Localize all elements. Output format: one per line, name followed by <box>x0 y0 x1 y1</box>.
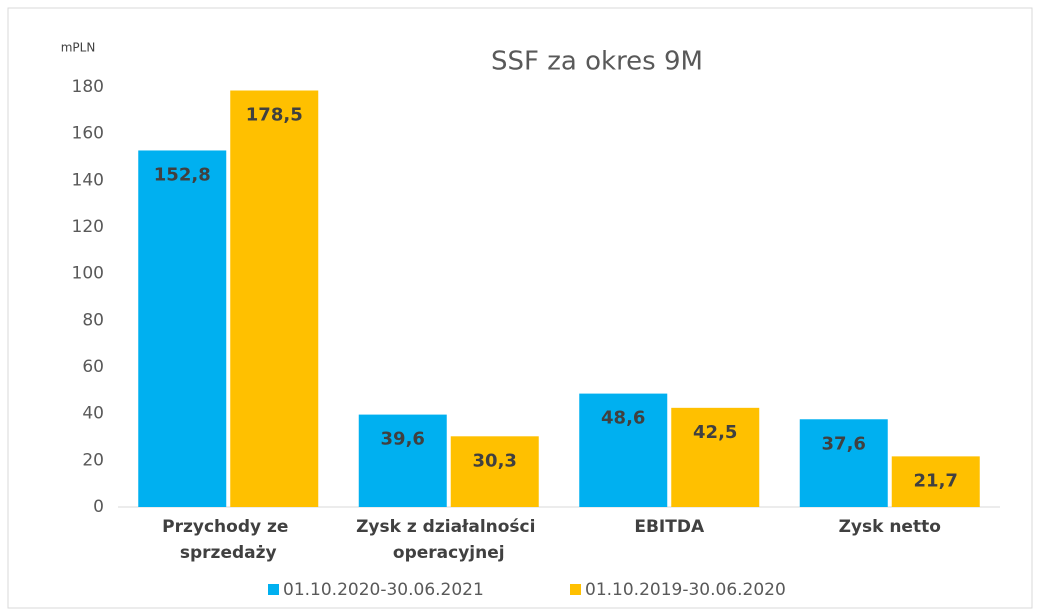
bar <box>138 150 227 507</box>
bar <box>230 90 319 507</box>
bar <box>891 456 980 507</box>
data-label: 30,3 <box>473 450 517 471</box>
y-tick-label: 60 <box>82 357 104 377</box>
y-tick-label: 160 <box>72 124 104 144</box>
data-label: 152,8 <box>154 164 211 185</box>
bar <box>358 414 447 507</box>
y-tick-label: 120 <box>72 217 104 237</box>
chart-title: SSF za okres 9M <box>491 47 703 77</box>
bar <box>579 393 668 507</box>
data-label: 21,7 <box>914 470 958 491</box>
data-label: 48,6 <box>601 408 645 429</box>
data-label: 178,5 <box>246 105 303 126</box>
y-tick-label: 180 <box>72 77 104 97</box>
data-label: 37,6 <box>822 433 866 454</box>
legend-label: 01.10.2019-30.06.2020 <box>585 580 786 600</box>
legend-label: 01.10.2020-30.06.2021 <box>283 580 484 600</box>
bar <box>450 436 539 507</box>
legend-swatch <box>570 584 581 595</box>
x-tick-label: Zysk netto <box>839 517 941 537</box>
y-tick-label: 20 <box>82 450 104 470</box>
data-label: 42,5 <box>693 422 737 443</box>
y-tick-label: 0 <box>93 497 104 517</box>
x-tick-label: Zysk z działalności operacyjnej <box>356 517 541 563</box>
y-tick-label: 40 <box>82 404 104 424</box>
bar <box>671 407 760 507</box>
y-tick-label: 100 <box>72 264 104 284</box>
data-label: 39,6 <box>381 429 425 450</box>
x-tick-label: Przychody ze sprzedaży <box>162 517 294 563</box>
y-tick-label: 140 <box>72 170 104 190</box>
y-tick-label: 80 <box>82 310 104 330</box>
x-tick-label: EBITDA <box>634 517 705 537</box>
y-axis-label: mPLN <box>61 41 96 55</box>
legend-swatch <box>268 584 279 595</box>
bar <box>799 419 888 507</box>
